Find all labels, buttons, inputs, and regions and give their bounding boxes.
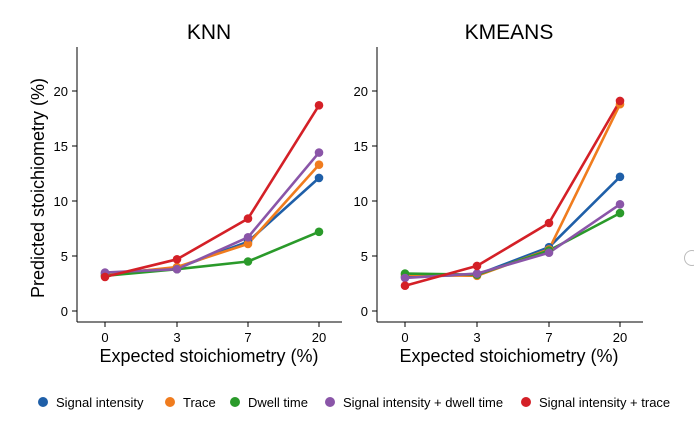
legend-item: Trace — [165, 395, 216, 410]
axes: 0 5 10 15 20 0 3 7 20 — [54, 47, 342, 345]
x-tick-label: 3 — [173, 330, 180, 345]
data-point — [400, 273, 410, 283]
data-point — [615, 172, 625, 182]
panel-title: KMEANS — [465, 21, 554, 44]
data-point — [243, 233, 253, 242]
legend-label: Dwell time — [248, 395, 308, 410]
data-point — [243, 257, 253, 266]
legend-marker — [325, 397, 335, 407]
data-point — [314, 227, 324, 237]
data-point — [544, 248, 554, 257]
y-tick-label: 15 — [354, 139, 368, 154]
panel-title: KNN — [187, 21, 231, 44]
series-line — [104, 163, 320, 276]
data-point — [544, 218, 554, 228]
edge-circle-icon — [684, 250, 694, 266]
x-tick-label: 20 — [613, 330, 627, 345]
y-tick-label: 10 — [54, 194, 68, 209]
x-tick-label: 7 — [545, 330, 552, 345]
y-tick-label: 10 — [354, 194, 368, 209]
series-line — [404, 103, 622, 278]
x-tick-label: 0 — [401, 330, 408, 345]
series-line — [104, 230, 320, 278]
kmeans-panel: KMEANS Expected stoichiometry (%) 0 5 10 15… — [354, 21, 643, 366]
legend-label: Signal intensity — [56, 395, 144, 410]
y-tick-label: 5 — [361, 249, 368, 264]
data-point — [472, 269, 482, 278]
legend-marker — [230, 397, 240, 407]
legend-label: Signal intensity + trace — [539, 395, 670, 410]
data-point — [314, 160, 324, 169]
x-axis-label: Expected stoichiometry (%) — [99, 346, 318, 366]
y-tick-label: 0 — [61, 304, 68, 319]
legend-item: Signal intensity — [38, 395, 144, 410]
series-line — [404, 203, 621, 280]
legend-item: Dwell time — [230, 395, 308, 410]
data-point — [314, 148, 324, 157]
data-point — [243, 214, 253, 223]
series-line — [104, 104, 321, 279]
data-point — [243, 239, 253, 249]
x-tick-label: 3 — [473, 330, 480, 345]
knn-panel: KNN Predicted stoichiometry (%) Expected… — [28, 21, 342, 366]
plot-area — [400, 96, 625, 291]
y-axis-label: Predicted stoichiometry (%) — [28, 78, 48, 298]
data-point — [400, 281, 410, 291]
legend-item: Signal intensity + trace — [521, 395, 670, 410]
legend-marker — [38, 397, 48, 407]
data-point — [100, 272, 110, 282]
y-tick-label: 5 — [61, 249, 68, 264]
legend-label: Trace — [183, 395, 216, 410]
data-point — [615, 208, 625, 218]
axes: 0 5 10 15 20 0 3 7 20 — [354, 47, 643, 345]
legend: Signal intensity Trace Dwell time Signal in… — [38, 395, 670, 410]
y-tick-label: 15 — [54, 139, 68, 154]
y-tick-label: 20 — [54, 84, 68, 99]
legend-marker — [165, 397, 175, 407]
data-point — [615, 200, 625, 209]
x-axis-label: Expected stoichiometry (%) — [399, 346, 618, 366]
y-tick-label: 0 — [361, 304, 368, 319]
x-tick-label: 20 — [312, 330, 326, 345]
data-point — [314, 101, 324, 110]
data-point — [314, 173, 324, 183]
y-tick-label: 20 — [354, 84, 368, 99]
data-point — [472, 261, 482, 271]
data-point — [172, 264, 182, 274]
data-point — [172, 254, 182, 264]
plot-area — [100, 101, 324, 282]
data-point — [615, 96, 625, 106]
x-tick-label: 7 — [244, 330, 251, 345]
legend-label: Signal intensity + dwell time — [343, 395, 503, 410]
series-line — [404, 100, 622, 287]
legend-marker — [521, 397, 531, 407]
series-line — [104, 151, 320, 274]
legend-item: Signal intensity + dwell time — [325, 395, 503, 410]
x-tick-label: 0 — [101, 330, 108, 345]
